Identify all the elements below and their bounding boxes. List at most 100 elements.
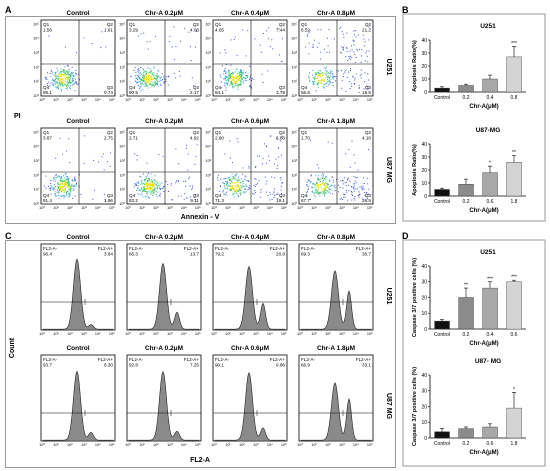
event-dot xyxy=(79,174,81,176)
event-dot xyxy=(69,162,71,164)
event-dot xyxy=(237,89,239,91)
event-dot xyxy=(83,37,85,39)
event-dot xyxy=(67,179,69,180)
event-dot xyxy=(147,76,149,78)
x-tick-label: 1.8 xyxy=(511,441,518,447)
event-dot xyxy=(316,181,318,183)
event-dot xyxy=(243,186,245,187)
event-dot xyxy=(321,80,323,82)
event-dot xyxy=(70,191,72,193)
event-dot xyxy=(364,194,366,196)
event-dot xyxy=(316,189,318,191)
y-axis-label: Apoptosis Ratio(%) xyxy=(412,40,418,92)
event-dot xyxy=(359,75,361,77)
event-dot xyxy=(58,88,60,90)
event-dot xyxy=(351,83,353,85)
event-dot xyxy=(72,78,74,79)
event-dot xyxy=(315,73,316,75)
event-dot xyxy=(59,78,61,80)
event-dot xyxy=(160,193,162,195)
x-tick-label: 10⁰ xyxy=(125,332,131,336)
event-dot xyxy=(152,182,154,184)
event-dot xyxy=(232,182,234,184)
event-dot xyxy=(306,185,308,187)
event-dot xyxy=(185,147,187,149)
event-dot xyxy=(235,81,237,83)
event-dot xyxy=(235,175,237,177)
event-dot xyxy=(225,181,227,182)
gate-neg-value: 92.8 xyxy=(129,363,138,368)
y-tick-label: 20 xyxy=(421,64,427,70)
event-dot xyxy=(140,187,142,189)
event-dot xyxy=(224,178,226,179)
event-dot xyxy=(68,69,70,70)
event-dot xyxy=(71,180,73,181)
event-dot xyxy=(325,179,327,181)
event-dot xyxy=(236,54,238,56)
event-dot xyxy=(346,77,348,78)
event-dot xyxy=(306,181,308,183)
event-dot xyxy=(157,75,159,77)
q2-value: 6.88 xyxy=(276,136,285,141)
event-dot xyxy=(228,71,230,73)
event-dot xyxy=(314,187,316,189)
y-tick-label: 20 xyxy=(421,295,427,301)
dotplot-8: Q11.70Q24.16Q326.5Q467.710⁰10⁰10¹10¹10²1… xyxy=(291,127,374,210)
event-dot xyxy=(56,80,58,82)
event-dot xyxy=(355,182,357,184)
event-dot xyxy=(153,85,155,87)
x-tick-label: 10⁰ xyxy=(297,206,303,210)
hist-y-axis-label: Count xyxy=(9,337,16,358)
event-dot xyxy=(346,47,348,49)
event-dot xyxy=(154,35,156,37)
event-dot xyxy=(151,76,153,78)
event-dot xyxy=(239,84,241,86)
dotplot-4: Q16.52Q221.2Q315.5Q456.810⁰10⁰10¹10¹10²1… xyxy=(291,19,374,102)
event-dot xyxy=(66,194,68,196)
event-dot xyxy=(354,79,356,81)
event-dot xyxy=(220,81,222,83)
event-dot xyxy=(234,36,236,38)
event-dot xyxy=(75,78,76,80)
event-dot xyxy=(151,78,153,80)
event-dot xyxy=(325,189,327,191)
event-dot xyxy=(237,74,239,76)
event-dot xyxy=(65,184,66,186)
event-dot xyxy=(183,198,185,200)
event-dot xyxy=(61,90,63,92)
flow-x-axis-label: Annexin - V xyxy=(181,214,220,221)
event-dot xyxy=(278,156,280,158)
y-tick-label: 10⁵ xyxy=(291,22,297,26)
q2-value: 1.61 xyxy=(104,28,113,33)
hist-title-r2-c3: Chr-A 0.6μM xyxy=(230,345,270,352)
event-dot xyxy=(62,74,64,76)
event-dot xyxy=(328,78,330,80)
event-dot xyxy=(134,66,136,68)
event-dot xyxy=(341,31,343,33)
event-dot xyxy=(354,196,356,198)
gate-pos-name: FL2-A+ xyxy=(98,246,114,251)
event-dot xyxy=(254,38,256,40)
panel-label-b: B xyxy=(402,5,409,15)
event-dot xyxy=(66,74,68,75)
event-dot xyxy=(227,81,229,83)
event-dot xyxy=(264,176,266,178)
event-dot xyxy=(254,186,256,188)
event-dot xyxy=(234,189,236,191)
event-dot xyxy=(224,153,226,155)
event-dot xyxy=(63,69,65,71)
q3-name: Q3 xyxy=(365,193,372,198)
event-dot xyxy=(353,190,355,192)
y-tick-label: 10⁰ xyxy=(33,202,39,206)
event-dot xyxy=(150,79,152,81)
event-dot xyxy=(357,169,359,171)
y-tick-label: 10⁴ xyxy=(291,37,297,41)
event-dot xyxy=(278,28,280,30)
histogram-curve xyxy=(214,265,286,331)
event-dot xyxy=(64,74,66,75)
x-tick-label: 10⁴ xyxy=(95,443,101,447)
event-dot xyxy=(321,176,323,178)
event-dot xyxy=(280,178,282,180)
event-dot xyxy=(191,77,193,79)
panel-c-caspase-histograms: Control Chr-A 0.2μM Chr-A 0.4μM Chr-A 0.… xyxy=(0,226,400,471)
